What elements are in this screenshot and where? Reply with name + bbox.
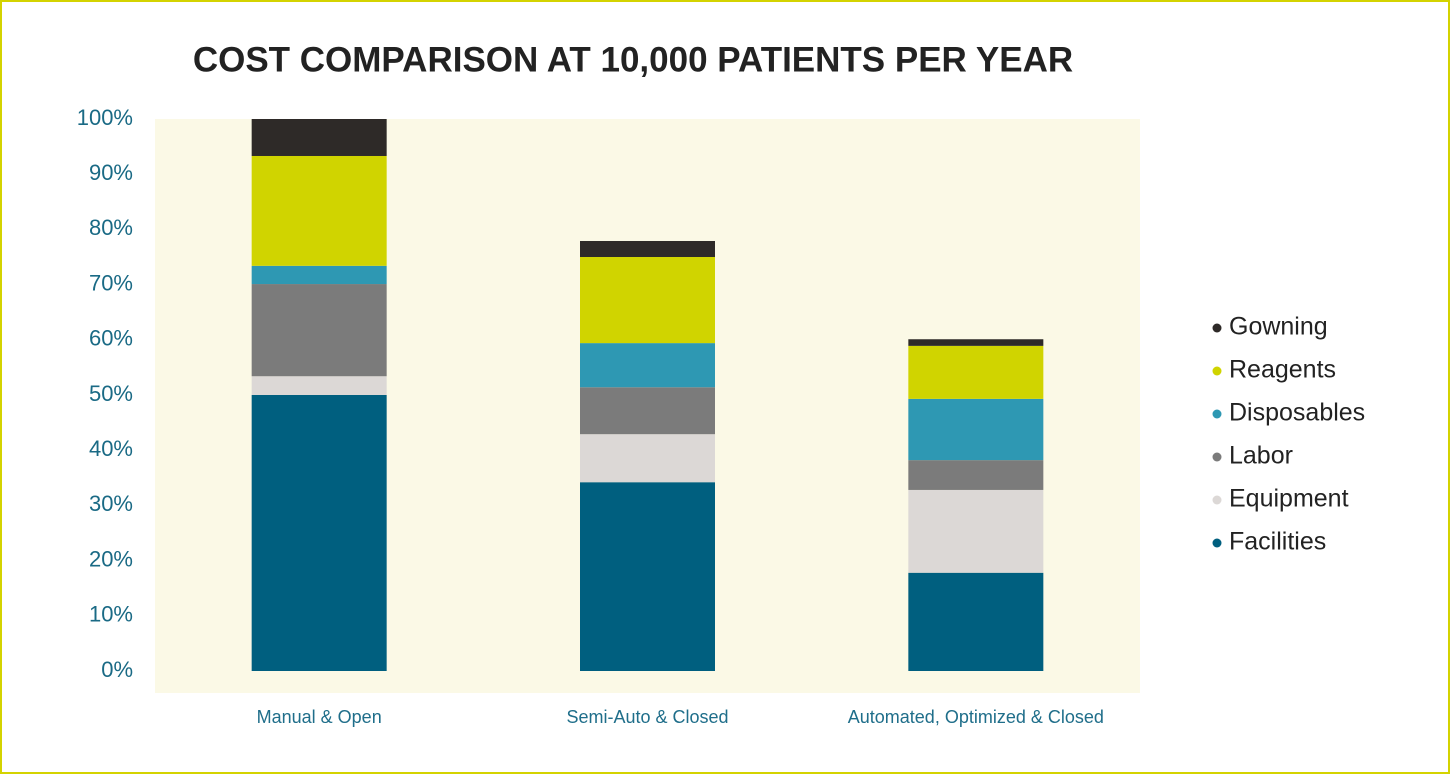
legend-label: Equipment [1229,485,1349,513]
bar-segment [908,345,1044,399]
y-tick-label: 80% [89,215,133,240]
x-tick-label: Semi-Auto & Closed [566,707,728,727]
legend-marker [1212,538,1222,548]
bar-segment [908,398,1044,461]
bar-segment [908,339,1044,346]
legend-marker [1212,495,1222,505]
bar-segment [580,482,715,671]
x-tick-label: Manual & Open [257,707,382,727]
legend-label: Gowning [1229,313,1328,341]
bar-segment [251,119,387,156]
y-tick-label: 70% [89,270,133,295]
bar-segment [580,343,715,388]
bar-segment [580,257,715,344]
x-tick-label: Automated, Optimized & Closed [848,707,1104,727]
bar-segment [908,489,1044,573]
y-tick-label: 30% [89,491,133,516]
legend-marker [1212,366,1222,376]
bar-segment [251,284,387,377]
y-tick-label: 10% [89,602,133,627]
legend-label: Facilities [1229,528,1326,556]
legend-marker [1212,452,1222,462]
y-tick-label: 40% [89,436,133,461]
bar-segment [908,572,1044,671]
bar-segment [580,240,715,257]
bar-segment [251,376,387,395]
bar-segment [251,265,387,285]
legend-label: Reagents [1229,356,1336,384]
y-tick-label: 100% [77,105,133,130]
bar-segment [251,395,387,671]
legend-marker [1212,323,1222,333]
y-tick-label: 20% [89,546,133,571]
y-tick-label: 0% [101,657,133,682]
chart-title: COST COMPARISON AT 10,000 PATIENTS PER Y… [193,40,1073,79]
y-tick-label: 90% [89,160,133,185]
legend-marker [1212,409,1222,419]
y-tick-label: 60% [89,326,133,351]
legend-label: Disposables [1229,399,1365,427]
bar-segment [251,155,387,266]
bar-segment [580,434,715,483]
y-tick-label: 50% [89,381,133,406]
legend-label: Labor [1229,442,1293,470]
bar-segment [908,460,1044,490]
bar-segment [580,387,715,435]
